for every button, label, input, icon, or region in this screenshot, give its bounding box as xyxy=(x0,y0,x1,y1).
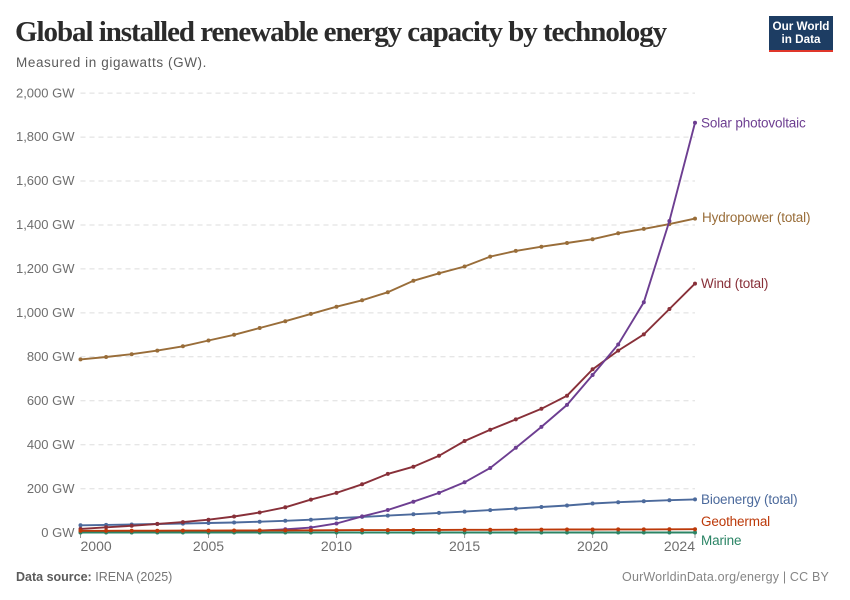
svg-text:400 GW: 400 GW xyxy=(27,437,75,452)
svg-text:Bioenergy (total): Bioenergy (total) xyxy=(701,492,798,507)
svg-text:2015: 2015 xyxy=(449,538,480,554)
svg-text:Solar photovoltaic: Solar photovoltaic xyxy=(701,116,806,131)
svg-text:1,200 GW: 1,200 GW xyxy=(16,261,75,276)
svg-text:2010: 2010 xyxy=(321,538,352,554)
svg-text:2,000 GW: 2,000 GW xyxy=(16,85,75,100)
svg-text:0 GW: 0 GW xyxy=(41,525,75,540)
svg-text:2020: 2020 xyxy=(577,538,608,554)
svg-text:Geothermal: Geothermal xyxy=(701,514,770,529)
svg-text:Marine: Marine xyxy=(701,533,741,548)
svg-text:200 GW: 200 GW xyxy=(27,481,75,496)
svg-text:2005: 2005 xyxy=(193,538,224,554)
svg-text:Hydropower (total): Hydropower (total) xyxy=(702,210,810,225)
svg-text:800 GW: 800 GW xyxy=(27,349,75,364)
svg-text:2000: 2000 xyxy=(81,538,112,554)
svg-text:1,400 GW: 1,400 GW xyxy=(16,217,75,232)
svg-text:2024: 2024 xyxy=(664,538,695,554)
svg-text:1,800 GW: 1,800 GW xyxy=(16,129,75,144)
svg-text:1,600 GW: 1,600 GW xyxy=(16,173,75,188)
svg-text:Wind (total): Wind (total) xyxy=(701,276,768,291)
svg-text:600 GW: 600 GW xyxy=(27,393,75,408)
svg-text:1,000 GW: 1,000 GW xyxy=(16,305,75,320)
